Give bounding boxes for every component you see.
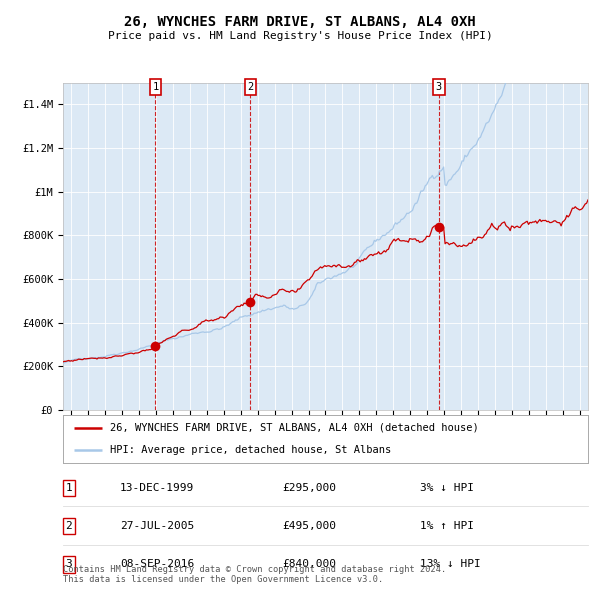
Text: 1% ↑ HPI: 1% ↑ HPI xyxy=(420,521,474,531)
Text: 2: 2 xyxy=(247,82,253,92)
Text: Price paid vs. HM Land Registry's House Price Index (HPI): Price paid vs. HM Land Registry's House … xyxy=(107,31,493,41)
Text: 1: 1 xyxy=(152,82,158,92)
Text: 13% ↓ HPI: 13% ↓ HPI xyxy=(420,559,481,569)
Text: 3% ↓ HPI: 3% ↓ HPI xyxy=(420,483,474,493)
Text: HPI: Average price, detached house, St Albans: HPI: Average price, detached house, St A… xyxy=(110,445,392,455)
Text: 26, WYNCHES FARM DRIVE, ST ALBANS, AL4 0XH: 26, WYNCHES FARM DRIVE, ST ALBANS, AL4 0… xyxy=(124,15,476,29)
Text: £840,000: £840,000 xyxy=(282,559,336,569)
Text: 26, WYNCHES FARM DRIVE, ST ALBANS, AL4 0XH (detached house): 26, WYNCHES FARM DRIVE, ST ALBANS, AL4 0… xyxy=(110,423,479,433)
Text: £495,000: £495,000 xyxy=(282,521,336,531)
Text: 08-SEP-2016: 08-SEP-2016 xyxy=(120,559,194,569)
Text: 13-DEC-1999: 13-DEC-1999 xyxy=(120,483,194,493)
Text: Contains HM Land Registry data © Crown copyright and database right 2024.
This d: Contains HM Land Registry data © Crown c… xyxy=(63,565,446,584)
Text: 27-JUL-2005: 27-JUL-2005 xyxy=(120,521,194,531)
Text: 3: 3 xyxy=(436,82,442,92)
Text: 2: 2 xyxy=(65,521,73,531)
Text: 3: 3 xyxy=(65,559,73,569)
Text: £295,000: £295,000 xyxy=(282,483,336,493)
Text: 1: 1 xyxy=(65,483,73,493)
